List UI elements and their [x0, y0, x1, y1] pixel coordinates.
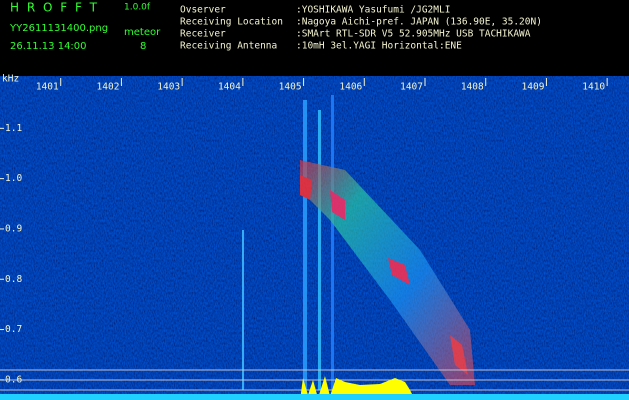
power-floor — [0, 394, 629, 400]
datetime: 26.11.13 14:00 — [10, 41, 87, 52]
noise — [0, 76, 629, 400]
y-tick-label: 0.6 — [5, 374, 22, 385]
info-label: Receiving Location — [180, 17, 283, 28]
info-value: :YOSHIKAWA Yasufumi /JG2MLI — [296, 5, 450, 16]
y-tick-label: 0.7 — [5, 324, 22, 335]
header-bg — [0, 0, 629, 76]
x-tick-label: 1409 — [522, 82, 545, 93]
info-label: Receiving Antenna — [180, 41, 277, 52]
program: H R O F F T — [10, 1, 99, 15]
y-tick-label: 1.1 — [5, 123, 22, 134]
x-tick-label: 1402 — [97, 82, 120, 93]
mode: meteor — [124, 27, 161, 38]
version: 1.0.0f — [124, 3, 151, 13]
x-tick-label: 1406 — [339, 82, 362, 93]
x-tick-label: 1408 — [461, 82, 484, 93]
x-tick-label: 1407 — [400, 82, 423, 93]
info-value: :10mH 3el.YAGI Horizontal:ENE — [296, 41, 462, 52]
info-label: Ovserver — [180, 5, 226, 16]
y-tick-label: 1.0 — [5, 173, 22, 184]
filename: YY2611131400.png — [9, 23, 108, 34]
count: 8 — [140, 41, 146, 52]
info-label: Receiver — [180, 29, 226, 40]
y-unit: kHz — [2, 74, 19, 85]
x-tick-label: 1410 — [582, 82, 605, 93]
echo — [242, 95, 475, 390]
x-tick-label: 1405 — [279, 82, 302, 93]
x-tick-label: 1401 — [36, 82, 59, 93]
y-tick-label: 0.8 — [5, 274, 22, 285]
info-value: :Nagoya Aichi-pref. JAPAN (136.90E, 35.2… — [296, 17, 542, 28]
x-tick-label: 1403 — [157, 82, 180, 93]
x-tick-label: 1404 — [218, 82, 241, 93]
info-value: :SMArt RTL-SDR V5 52.905MHz USB TACHIKAW… — [296, 29, 531, 40]
y-tick-label: 0.9 — [5, 223, 22, 234]
